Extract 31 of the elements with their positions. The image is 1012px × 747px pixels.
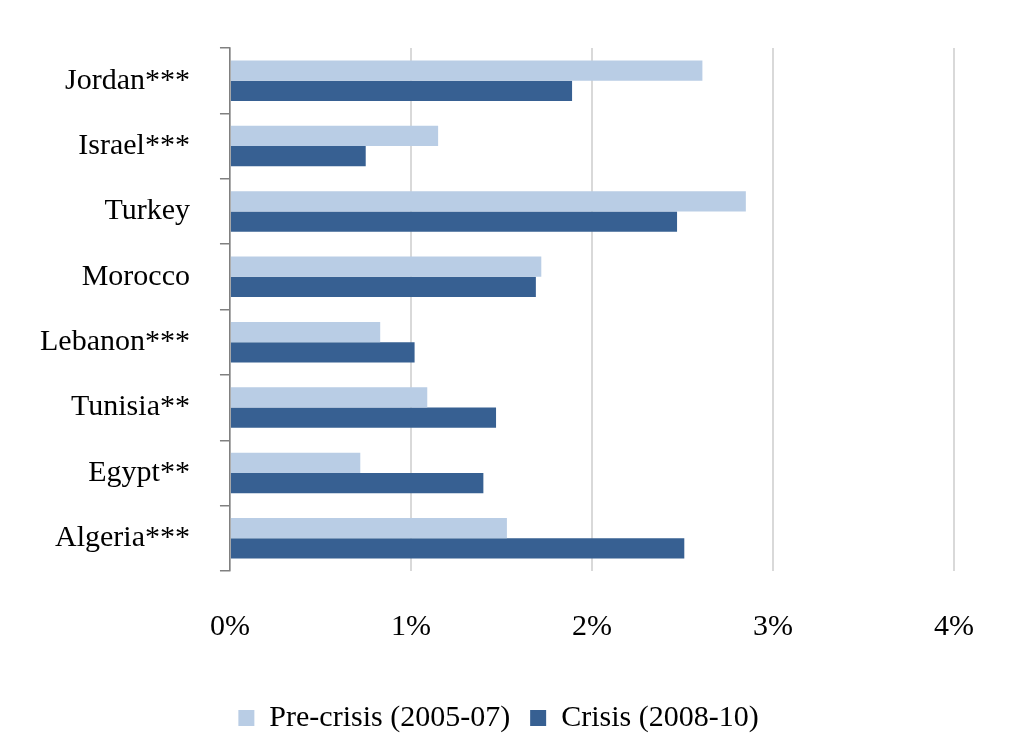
bar (230, 321, 381, 343)
y-tick-label: Algeria*** (54, 519, 190, 553)
y-tick-label: Israel*** (78, 126, 190, 160)
y-tick-label: Jordan*** (64, 61, 190, 95)
bar (230, 276, 536, 298)
x-tick-label: 1% (390, 607, 431, 641)
x-tick-label: 0% (209, 607, 250, 641)
y-tick-label: Lebanon*** (39, 323, 190, 357)
x-tick-label: 4% (934, 607, 974, 641)
bar (230, 191, 746, 212)
bar (230, 518, 507, 539)
y-tick-label: Morocco (81, 257, 190, 291)
bar (230, 80, 573, 101)
bar (230, 60, 703, 81)
bar (230, 407, 497, 428)
bar (230, 387, 428, 408)
bar (230, 472, 484, 494)
bar (230, 342, 415, 363)
bar (230, 146, 366, 167)
x-tick-label: 2% (571, 607, 612, 641)
bar (230, 538, 685, 559)
y-tick-label: Tunisia** (71, 388, 190, 422)
legend-label: Crisis (2008-10) (561, 698, 759, 733)
bar (230, 211, 678, 232)
y-tick-label: Egypt** (88, 453, 190, 487)
x-tick-label: 3% (752, 607, 793, 641)
bar (230, 125, 439, 147)
bar (230, 452, 361, 473)
bar (230, 256, 542, 277)
legend-label: Pre-crisis (2005-07) (269, 698, 511, 733)
y-tick-label: Turkey (104, 192, 190, 226)
